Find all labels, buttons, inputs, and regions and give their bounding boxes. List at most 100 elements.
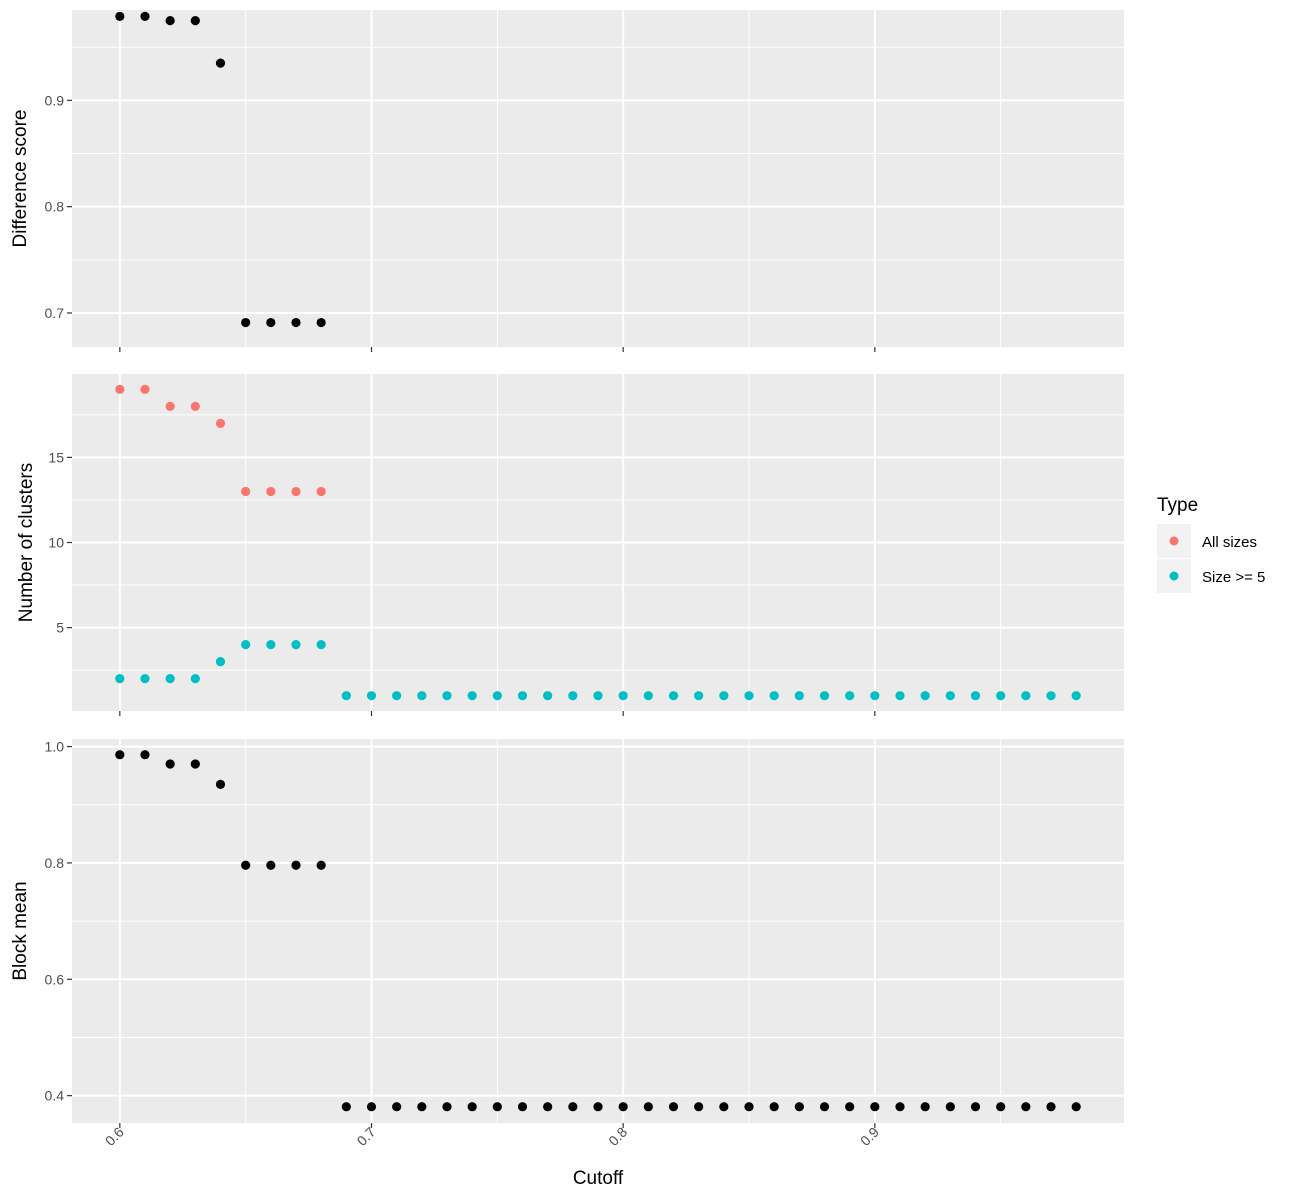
data-point (140, 11, 150, 21)
data-point (115, 674, 125, 684)
panel-points (115, 384, 1081, 701)
x-tick-label: 0.8 (605, 1124, 630, 1149)
data-point (794, 691, 804, 701)
data-point (417, 691, 427, 701)
y-tick-label: 0.9 (45, 92, 65, 108)
data-point (316, 860, 326, 870)
data-point (266, 640, 276, 650)
data-point (442, 691, 452, 701)
x-axis-ticks (119, 347, 876, 352)
data-point (215, 58, 226, 68)
x-tick-label: 0.7 (354, 1124, 379, 1149)
data-point (291, 640, 301, 650)
data-point (543, 1102, 553, 1112)
y-axis-ticks: 0.7 0.8 0.9 (45, 92, 72, 321)
data-point (215, 779, 226, 789)
data-point (719, 691, 729, 701)
data-point (492, 1102, 502, 1112)
data-point (819, 1102, 830, 1112)
panel-background (72, 739, 1124, 1123)
panel-points (115, 750, 1081, 1112)
panel-grid (72, 739, 1124, 1123)
panel-background (72, 10, 1124, 347)
data-point (165, 401, 175, 411)
data-point (1071, 691, 1081, 701)
data-point (467, 691, 477, 701)
y-tick-label: 0.8 (45, 855, 65, 871)
x-tick-label: 0.9 (857, 1124, 882, 1149)
data-point (568, 691, 578, 701)
data-point (241, 860, 251, 870)
data-point (920, 691, 930, 701)
data-point (190, 674, 200, 684)
data-point (920, 1102, 930, 1112)
data-point (291, 860, 301, 870)
data-point (794, 1102, 804, 1112)
panel-grid (72, 10, 1124, 347)
y-axis-title: Difference score (10, 110, 31, 248)
data-point (215, 657, 226, 667)
data-point (568, 1102, 578, 1112)
legend: Type All sizes Size >= 5 (1157, 495, 1265, 593)
data-point (190, 16, 200, 26)
data-point (266, 860, 276, 870)
data-point (719, 1102, 729, 1112)
data-point (1021, 1102, 1031, 1112)
y-tick-label: 0.8 (45, 199, 65, 215)
data-point (341, 1102, 351, 1112)
x-axis-ticks (119, 711, 876, 716)
data-point (392, 691, 402, 701)
legend-label-all-sizes: All sizes (1202, 534, 1257, 551)
data-point (1071, 1102, 1081, 1112)
data-point (366, 691, 377, 701)
y-tick-label: 10 (48, 535, 64, 551)
data-point (291, 317, 301, 328)
data-point (895, 1102, 905, 1112)
data-point (316, 317, 326, 328)
data-point (165, 759, 175, 769)
data-point (140, 674, 150, 684)
data-point (165, 16, 175, 26)
data-point (517, 1102, 528, 1112)
data-point (190, 759, 200, 769)
data-point (895, 691, 905, 701)
data-point (140, 750, 150, 760)
x-axis-ticks (119, 1123, 876, 1128)
y-tick-label: 0.4 (45, 1088, 65, 1104)
data-point (115, 384, 125, 394)
data-point (870, 1102, 880, 1112)
data-point (668, 1102, 679, 1112)
panel-grid (72, 374, 1124, 711)
data-point (316, 640, 326, 650)
data-point (241, 486, 251, 497)
data-point (618, 1102, 628, 1112)
data-point (140, 384, 150, 394)
y-tick-label: 15 (48, 449, 64, 465)
y-axis-title: Number of clusters (16, 463, 37, 622)
data-point (769, 1102, 779, 1112)
data-point (266, 486, 276, 497)
data-point (215, 418, 226, 428)
y-tick-label: 5 (56, 620, 64, 636)
data-point (366, 1102, 377, 1112)
x-axis-title: Cutoff (573, 1168, 624, 1189)
data-point (744, 691, 754, 701)
data-point (341, 691, 351, 701)
data-point (668, 691, 679, 701)
y-tick-label: 0.6 (45, 971, 65, 987)
y-axis-ticks: 0.4 0.6 0.8 1.0 (45, 739, 72, 1104)
data-point (1021, 691, 1031, 701)
y-axis-title: Block mean (10, 881, 31, 980)
x-axis-tick-labels: 0.6 0.7 0.8 0.9 (102, 1124, 882, 1149)
data-point (266, 317, 276, 328)
data-point (945, 691, 955, 701)
data-point (241, 640, 251, 650)
x-tick-label: 0.6 (102, 1124, 127, 1149)
data-point (769, 691, 779, 701)
panel-difference-score: 0.7 0.8 0.9 Difference score (10, 10, 1124, 352)
data-point (643, 1102, 653, 1112)
data-point (819, 691, 830, 701)
data-point (694, 691, 704, 701)
panel-block-mean: 0.4 0.6 0.8 1.0 Block mean (10, 739, 1124, 1128)
